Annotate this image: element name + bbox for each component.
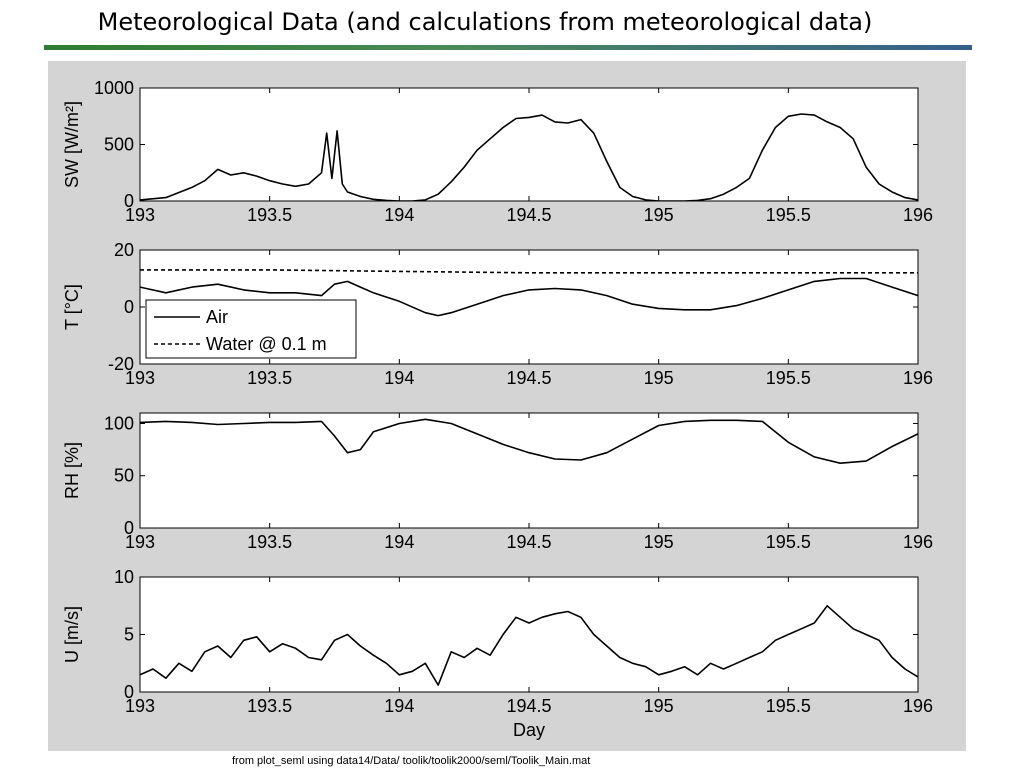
x-tick-label: 195	[644, 532, 674, 552]
slide-title: Meteorological Data (and calculations fr…	[97, 8, 873, 36]
y-tick-label: 0	[124, 297, 134, 317]
source-footnote: from plot_seml using data14/Data/ toolik…	[232, 755, 591, 767]
legend-label: Air	[206, 307, 228, 327]
y-tick-label: 5	[124, 625, 134, 645]
y-tick-label: 500	[104, 135, 134, 155]
series-line-air	[140, 277, 918, 317]
plot-area	[139, 87, 919, 202]
x-tick-label: 196	[903, 696, 933, 716]
legend-box	[145, 299, 357, 359]
x-tick-label: 194.5	[506, 368, 551, 388]
x-tick-label: 194.5	[506, 205, 551, 225]
x-tick-label: 194	[384, 696, 414, 716]
y-tick-label: 20	[114, 240, 134, 260]
x-tick-label: 194	[384, 205, 414, 225]
x-tick-label: 193.5	[247, 696, 292, 716]
legend-label: Water @ 0.1 m	[206, 334, 327, 354]
x-tick-label: 193	[125, 696, 155, 716]
y-tick-label: -20	[108, 354, 134, 374]
series-line-1	[140, 418, 918, 465]
x-tick-label: 194.5	[506, 696, 551, 716]
x-tick-label: 196	[903, 532, 933, 552]
y-axis-label: RH [%]	[62, 442, 82, 499]
plot-area	[139, 576, 919, 693]
x-tick-label: 194	[384, 532, 414, 552]
x-tick-label: 193	[125, 205, 155, 225]
y-tick-label: 1000	[94, 78, 134, 98]
y-tick-label: 0	[124, 191, 134, 211]
x-tick-label: 195.5	[766, 532, 811, 552]
plot-area	[139, 412, 919, 529]
y-tick-label: 10	[114, 567, 134, 587]
x-tick-label: 196	[903, 368, 933, 388]
y-tick-label: 100	[104, 413, 134, 433]
x-tick-label: 195.5	[766, 368, 811, 388]
chart-panel-4: 193 193.5 194 194.5 195 195.5 196 0 5 10 U [m/s] Da…	[62, 567, 933, 740]
title-rule	[44, 45, 972, 50]
x-axis-label: Day	[513, 720, 545, 740]
chart-panel-1: 193 193.5 194 194.5 195 195.5 196 0 500 1000 SW [W…	[62, 78, 933, 225]
series-line-water-0-1-m	[140, 269, 918, 274]
x-tick-label: 193	[125, 368, 155, 388]
x-tick-label: 195	[644, 368, 674, 388]
x-tick-label: 194	[384, 368, 414, 388]
figure-panel: 193 193.5 194 194.5 195 195.5 196 0 500 1000 SW [W…	[48, 61, 966, 751]
chart-panel-2: 193 193.5 194 194.5 195 195.5 196 -20 0 20 T [°C] A…	[62, 240, 933, 388]
x-tick-label: 195	[644, 696, 674, 716]
x-tick-label: 196	[903, 205, 933, 225]
y-axis-label: SW [W/m²]	[62, 101, 82, 188]
x-tick-label: 193.5	[247, 368, 292, 388]
x-tick-label: 194.5	[506, 532, 551, 552]
x-tick-label: 193.5	[247, 532, 292, 552]
x-tick-label: 195	[644, 205, 674, 225]
chart-panel-3: 193 193.5 194 194.5 195 195.5 196 0 50 100 RH [%]	[62, 412, 933, 552]
x-tick-label: 195.5	[766, 205, 811, 225]
y-tick-label: 0	[124, 518, 134, 538]
y-tick-label: 0	[124, 682, 134, 702]
y-axis-label: U [m/s]	[62, 606, 82, 663]
y-tick-label: 50	[114, 466, 134, 486]
series-line-1	[140, 604, 918, 686]
x-tick-label: 195.5	[766, 696, 811, 716]
y-axis-label: T [°C]	[62, 284, 82, 330]
x-tick-label: 193	[125, 532, 155, 552]
series-line-1	[140, 113, 918, 201]
legend: Air Water @ 0.1 m	[145, 299, 357, 359]
x-tick-label: 193.5	[247, 205, 292, 225]
